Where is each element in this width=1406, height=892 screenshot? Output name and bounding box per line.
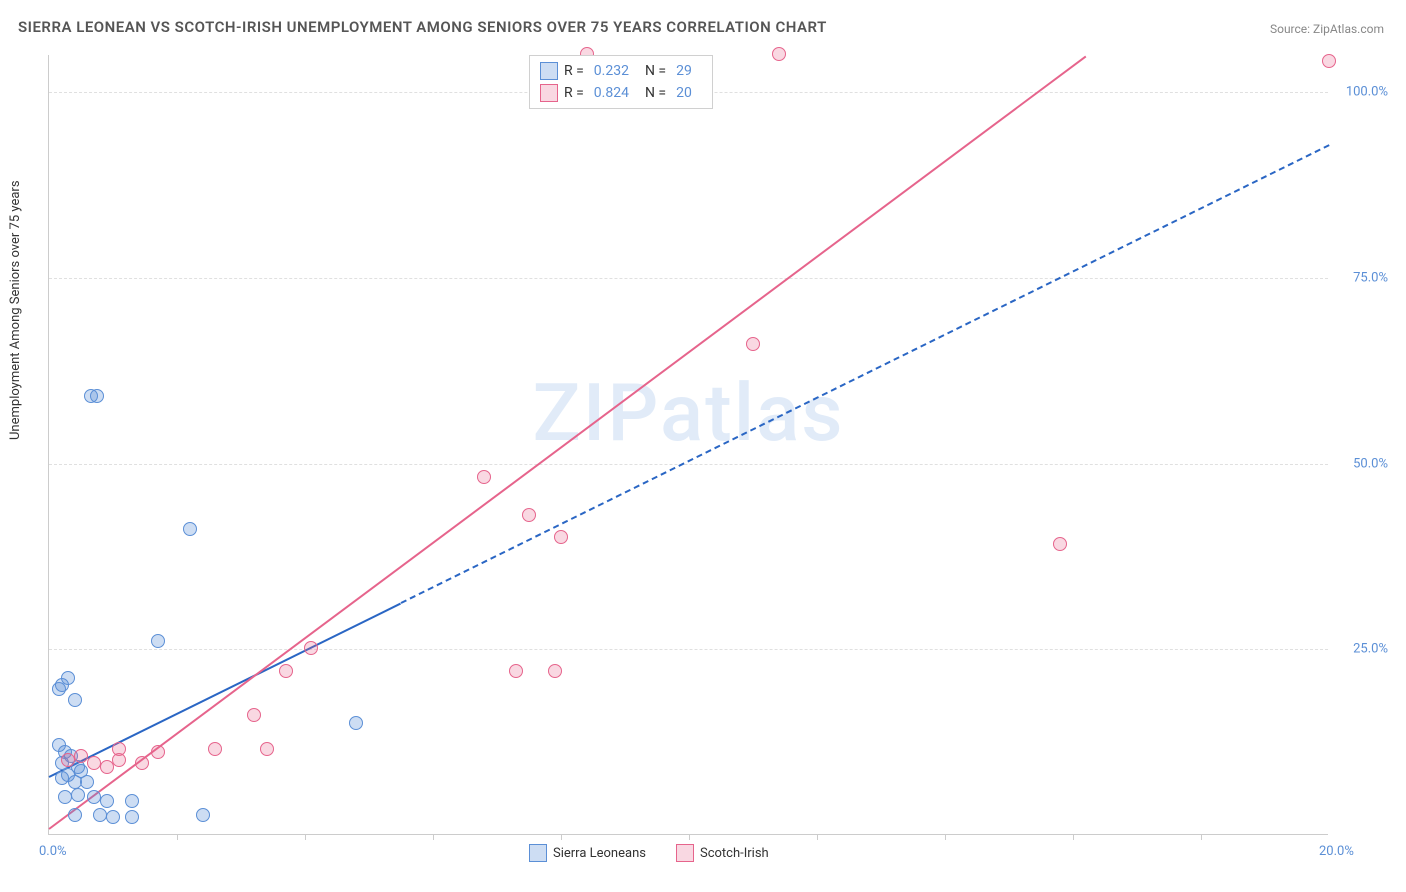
x-tick: [177, 834, 178, 840]
data-point: [247, 708, 261, 722]
source-label: Source: ZipAtlas.com: [1270, 22, 1384, 36]
data-point: [55, 771, 69, 785]
data-point: [279, 664, 293, 678]
x-tick: [433, 834, 434, 840]
data-point: [772, 47, 786, 61]
x-tick-label: 0.0%: [39, 844, 67, 859]
data-point: [135, 756, 149, 770]
gridline: [49, 278, 1328, 279]
data-point: [522, 508, 536, 522]
x-tick: [689, 834, 690, 840]
data-point: [125, 794, 139, 808]
data-point: [87, 756, 101, 770]
y-tick-label: 75.0%: [1353, 270, 1388, 285]
swatch-scotch-icon: [676, 844, 694, 862]
data-point: [196, 808, 210, 822]
data-point: [74, 749, 88, 763]
legend-item-scotch: Scotch-Irish: [676, 844, 769, 862]
swatch-sierra-icon: [529, 844, 547, 862]
n-label: N =: [645, 63, 666, 79]
x-tick: [817, 834, 818, 840]
data-point: [1322, 54, 1336, 68]
data-point: [80, 775, 94, 789]
legend-row-sierra: R = 0.232 N = 29: [540, 60, 702, 82]
trend-line: [48, 55, 1086, 829]
data-point: [477, 470, 491, 484]
x-tick: [561, 834, 562, 840]
y-axis-label: Unemployment Among Seniors over 75 years: [8, 180, 23, 440]
swatch-sierra: [540, 62, 558, 80]
n-value-scotch: 20: [676, 85, 692, 101]
trend-line: [49, 602, 402, 777]
data-point: [1053, 537, 1067, 551]
n-label: N =: [645, 85, 666, 101]
data-point: [151, 634, 165, 648]
watermark: ZIPatlas: [533, 366, 845, 460]
data-point: [68, 693, 82, 707]
r-label: R =: [564, 63, 584, 79]
y-tick-label: 50.0%: [1353, 456, 1388, 471]
data-point: [87, 790, 101, 804]
chart-title: SIERRA LEONEAN VS SCOTCH-IRISH UNEMPLOYM…: [18, 18, 827, 36]
data-point: [183, 522, 197, 536]
data-point: [58, 790, 72, 804]
legend-item-sierra: Sierra Leoneans: [529, 844, 646, 862]
x-tick: [1073, 834, 1074, 840]
data-point: [260, 742, 274, 756]
data-point: [125, 810, 139, 824]
y-tick-label: 100.0%: [1346, 85, 1388, 100]
data-point: [90, 389, 104, 403]
trend-line: [401, 144, 1330, 604]
r-value-sierra: 0.232: [594, 63, 629, 79]
data-point: [349, 716, 363, 730]
data-point: [68, 808, 82, 822]
data-point: [61, 671, 75, 685]
y-tick-label: 25.0%: [1353, 642, 1388, 657]
data-point: [208, 742, 222, 756]
data-point: [106, 810, 120, 824]
legend-label-scotch: Scotch-Irish: [700, 846, 769, 861]
x-tick: [945, 834, 946, 840]
correlation-legend: R = 0.232 N = 29 R = 0.824 N = 20: [529, 55, 713, 109]
data-point: [746, 337, 760, 351]
series-legend: Sierra Leoneans Scotch-Irish: [529, 844, 769, 862]
data-point: [554, 530, 568, 544]
x-tick: [305, 834, 306, 840]
data-point: [509, 664, 523, 678]
data-point: [151, 745, 165, 759]
r-value-scotch: 0.824: [594, 85, 629, 101]
data-point: [548, 664, 562, 678]
x-tick-label: 20.0%: [1319, 844, 1354, 859]
x-tick: [1201, 834, 1202, 840]
n-value-sierra: 29: [676, 63, 692, 79]
data-point: [100, 794, 114, 808]
data-point: [112, 742, 126, 756]
data-point: [71, 788, 85, 802]
gridline: [49, 464, 1328, 465]
data-point: [52, 682, 66, 696]
r-label: R =: [564, 85, 584, 101]
swatch-scotch: [540, 84, 558, 102]
data-point: [100, 760, 114, 774]
data-point: [304, 641, 318, 655]
legend-label-sierra: Sierra Leoneans: [553, 846, 646, 861]
legend-row-scotch: R = 0.824 N = 20: [540, 82, 702, 104]
plot-area: ZIPatlas R = 0.232 N = 29 R = 0.824 N = …: [48, 55, 1328, 835]
gridline: [49, 649, 1328, 650]
